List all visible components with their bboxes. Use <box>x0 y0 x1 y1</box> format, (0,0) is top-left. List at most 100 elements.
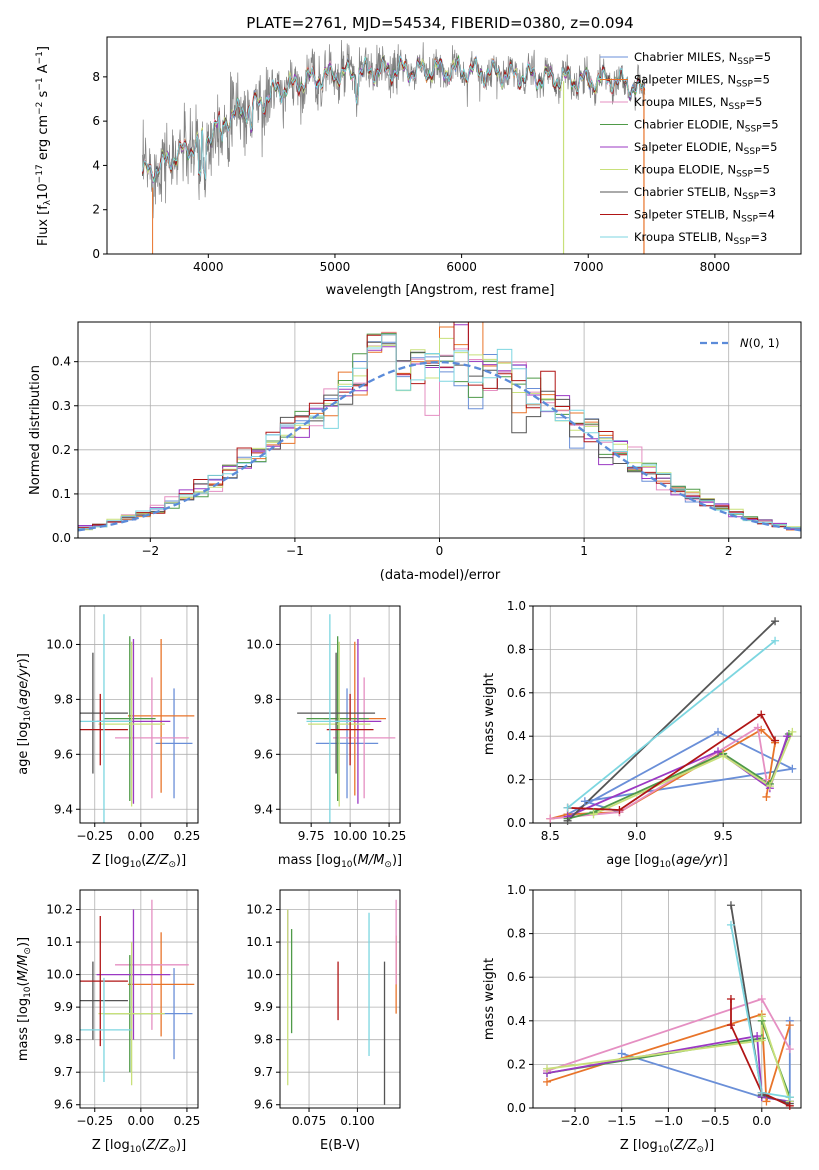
x-tick-label: 0.00 <box>127 829 154 843</box>
label-part: Salpeter STELIB, N <box>634 208 741 222</box>
weight-marker <box>788 727 797 736</box>
x-tick-label: 8.5 <box>541 829 560 843</box>
label-part: )] <box>392 853 402 868</box>
label-part: Flux [f <box>36 205 51 246</box>
label-part: age [log <box>16 722 31 775</box>
label-part: age/yr <box>676 853 719 868</box>
label-part: (0, 1) <box>749 336 780 350</box>
y-tick-label: 1.0 <box>507 883 526 897</box>
label-part: =4 <box>758 208 775 222</box>
y-tick-label: 0.0 <box>507 816 526 830</box>
label-part: Z/Z <box>145 853 169 868</box>
label-part: Z [log <box>92 853 130 868</box>
legend-entry: Salpeter MILES, NSSP​=5 <box>634 73 770 90</box>
x-tick-label: −0.5 <box>701 1114 730 1128</box>
y-tick-label: 10.2 <box>246 903 273 917</box>
observed-spectrum <box>142 39 646 219</box>
weight-marker <box>771 736 780 745</box>
y-tick-label: 10.1 <box>246 935 273 949</box>
spectrum-legend: Chabrier MILES, NSSP​=5 Salpeter MILES, N… <box>600 50 779 247</box>
y-tick-label: 9.6 <box>54 1098 73 1112</box>
label-part: Kroupa STELIB, N <box>634 230 734 244</box>
label-part: ⊙ <box>168 1145 176 1155</box>
label-part: s <box>36 90 51 101</box>
label-part: )] <box>16 653 31 663</box>
label-part: ( <box>353 853 358 868</box>
label-part: )] <box>176 1138 186 1153</box>
residuals-plot-area <box>78 322 801 538</box>
y-tick-label: 0.4 <box>507 729 526 743</box>
label-part: M/M <box>16 955 31 982</box>
weight-series-line <box>730 999 791 1107</box>
label-part: Z/Z <box>145 1138 169 1153</box>
axes-frame <box>532 605 802 824</box>
age-vs-mass-panel: 9.75 10.00 10.25 9.4 9.6 9.8 10.0 mass [log10​(… <box>246 605 406 870</box>
x-axis-label: Z [log10​(Z/Z⊙​)] <box>620 1138 714 1155</box>
axes-frame <box>106 36 802 255</box>
weight-series-line <box>566 620 776 822</box>
axes-frame <box>532 889 802 1109</box>
label-part: 10 <box>23 710 33 722</box>
label-part: SSP <box>745 125 762 135</box>
label-part: SSP <box>729 102 746 112</box>
y-tick-label: 10.0 <box>46 637 73 651</box>
y-tick-label: 10.0 <box>246 968 273 982</box>
y-tick-label: 9.9 <box>54 1000 73 1014</box>
label-part: 10 <box>23 986 33 998</box>
weight-marker <box>726 1021 735 1030</box>
mass-vs-Z-plot-area <box>80 890 198 1108</box>
label-part: mass [log <box>278 853 341 868</box>
residuals-panel: −2 −1 0 1 2 0.0 0.1 0.2 0.3 0.4 N(0, 1) (data-model… <box>28 321 802 583</box>
y-tick-label: 6 <box>92 114 100 128</box>
label-part: ⊙ <box>696 1145 704 1155</box>
weight-marker <box>757 710 766 719</box>
legend-entry: Kroupa MILES, NSSP​=5 <box>634 95 762 112</box>
weight-marker <box>771 636 780 645</box>
weight-marker <box>580 797 589 806</box>
spectrum-title: PLATE=2761, MJD=54534, FIBERID=0380, z=0… <box>246 14 633 32</box>
label-part: 10 <box>658 1145 670 1155</box>
y-tick-label: 9.7 <box>254 1065 273 1079</box>
label-part: Salpeter ELODIE, N <box>634 140 744 154</box>
mass-vs-ebv-plot-area <box>280 890 400 1108</box>
y-axis-label: mass weight <box>482 958 497 1040</box>
legend-entry: Salpeter STELIB, NSSP​=4 <box>634 208 775 225</box>
y-axis-label: age [log10​(age/yr)] <box>16 653 33 775</box>
y-tick-label: 0.4 <box>52 355 71 369</box>
y-tick-label: 10.0 <box>46 968 73 982</box>
weight-marker <box>785 1101 794 1110</box>
label-part: ( <box>141 853 146 868</box>
label-part: age [log <box>606 853 659 868</box>
y-tick-label: 9.8 <box>54 1033 73 1047</box>
label-part: ( <box>141 1138 146 1153</box>
legend-entry: Kroupa STELIB, NSSP​=3 <box>634 230 767 247</box>
x-tick-label: 7000 <box>573 260 604 274</box>
label-part: SSP <box>737 57 754 67</box>
label-part: SSP <box>734 237 751 247</box>
weight-marker <box>617 1049 626 1058</box>
y-tick-label: 10.1 <box>46 935 73 949</box>
label-part: 10 <box>659 860 671 870</box>
label-part: Chabrier STELIB, N <box>634 185 742 199</box>
y-tick-label: 0.0 <box>507 1101 526 1115</box>
spectrum-plot-area <box>142 39 646 254</box>
weight-series-line <box>567 639 776 809</box>
x-tick-label: −1.0 <box>654 1114 683 1128</box>
weight-series-line <box>593 731 794 816</box>
x-tick-label: −0.25 <box>76 829 113 843</box>
label-part: ( <box>669 1138 674 1153</box>
weight-marker <box>714 727 723 736</box>
label-part: Chabrier MILES, N <box>634 50 737 64</box>
legend-entry: Chabrier STELIB, NSSP​=3 <box>634 185 776 202</box>
legend-entry: Kroupa ELODIE, NSSP​=5 <box>634 163 770 180</box>
label-part: SSP <box>742 192 759 202</box>
y-tick-label: 0.6 <box>507 686 526 700</box>
label-part: )] <box>704 1138 714 1153</box>
weight-marker <box>546 814 555 823</box>
axes-frame <box>279 889 401 1109</box>
label-part: N <box>740 336 749 350</box>
weight-marker <box>726 920 735 929</box>
model-spectrum-line <box>142 54 646 183</box>
y-tick-label: 0.2 <box>507 1057 526 1071</box>
label-part: ⊙ <box>168 860 176 870</box>
